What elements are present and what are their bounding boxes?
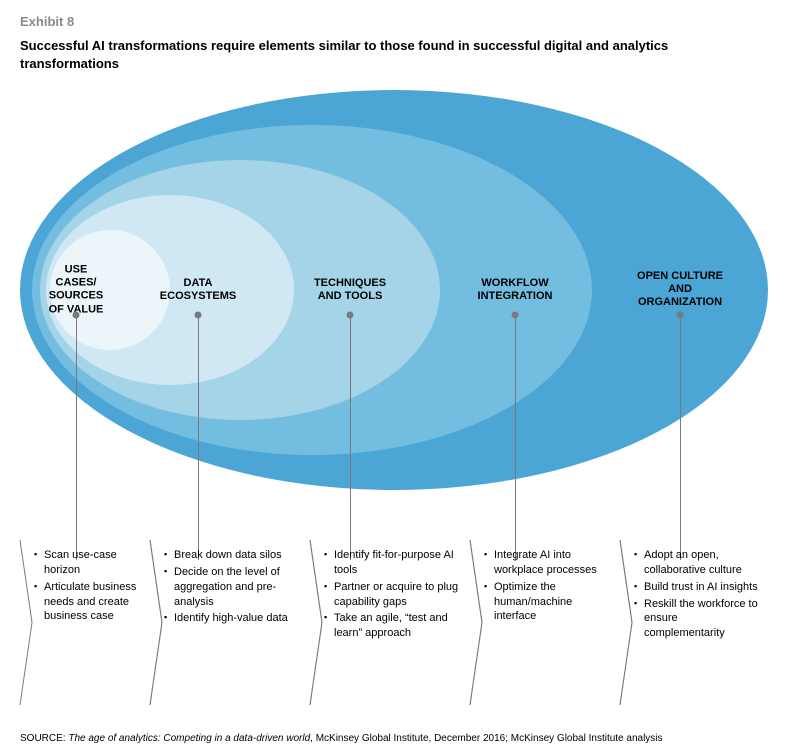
ellipse-label-l4: WORKFLOWINTEGRATION [478,277,553,303]
chevron-left-icon [309,540,323,705]
chevron-left-icon [469,540,483,705]
source-line: SOURCE: The age of analytics: Competing … [20,733,768,744]
callout-list: Scan use-case horizonArticulate business… [34,548,140,624]
source-italic: The age of analytics: Competing in a dat… [68,733,310,744]
callout-bullet: Take an agile, “test and learn” approach [324,611,460,641]
callout-bullet: Adopt an open, collaborative culture [634,548,758,578]
callout-bullet: Optimize the human/machine interface [484,580,610,625]
callout-bullet: Break down data silos [164,548,300,563]
callout-bullet: Build trust in AI insights [634,580,758,595]
callout-bullet: Integrate AI into workplace processes [484,548,610,578]
callout-bullet: Identify fit-for-purpose AI tools [324,548,460,578]
ellipse-label-l3: TECHNIQUESAND TOOLS [314,277,386,303]
nested-ellipse-diagram: USECASES/SOURCESOF VALUE DATAECOSYSTEMS TE… [20,90,768,490]
callout-c2: Break down data silos Decide on the level… [150,540,310,705]
ellipse-label-l5: OPEN CULTUREAND ORGANIZATION [636,270,724,310]
callout-bullet: Reskill the workforce to ensure compleme… [634,597,758,642]
callout-row: Scan use-case horizonArticulate business… [20,540,768,705]
connector-line [350,315,351,560]
callout-list: Identify fit-for-purpose AI toolsPartner… [324,548,460,641]
chevron-left-icon [19,540,33,705]
callout-c4: Integrate AI into workplace processesOpt… [470,540,620,705]
connector-line [198,315,199,560]
source-rest: , McKinsey Global Institute, December 20… [310,733,662,744]
ellipse-label-l2: DATAECOSYSTEMS [160,277,236,303]
callout-bullet: Partner or acquire to plug capability ga… [324,580,460,610]
callout-list: Break down data silos Decide on the level… [164,548,300,626]
chevron-left-icon [149,540,163,705]
callout-c3: Identify fit-for-purpose AI toolsPartner… [310,540,470,705]
chevron-left-icon [619,540,633,705]
callout-list: Integrate AI into workplace processesOpt… [484,548,610,624]
connector-line [680,315,681,560]
callout-bullet: Articulate business needs and create bus… [34,580,140,625]
callout-bullet: Scan use-case horizon [34,548,140,578]
connector-line [515,315,516,560]
callout-c5: Adopt an open, collaborative culture Buil… [620,540,768,705]
ellipse-label-l1: USECASES/SOURCESOF VALUE [49,264,104,317]
callout-bullet: Identify high-value data [164,611,300,626]
exhibit-label: Exhibit 8 [20,14,768,29]
callout-c1: Scan use-case horizonArticulate business… [20,540,150,705]
page-title: Successful AI transformations require el… [20,37,740,72]
source-label: SOURCE: [20,733,66,744]
connector-line [76,315,77,560]
callout-bullet: Decide on the level of aggregation and p… [164,565,300,610]
callout-list: Adopt an open, collaborative culture Buil… [634,548,758,641]
